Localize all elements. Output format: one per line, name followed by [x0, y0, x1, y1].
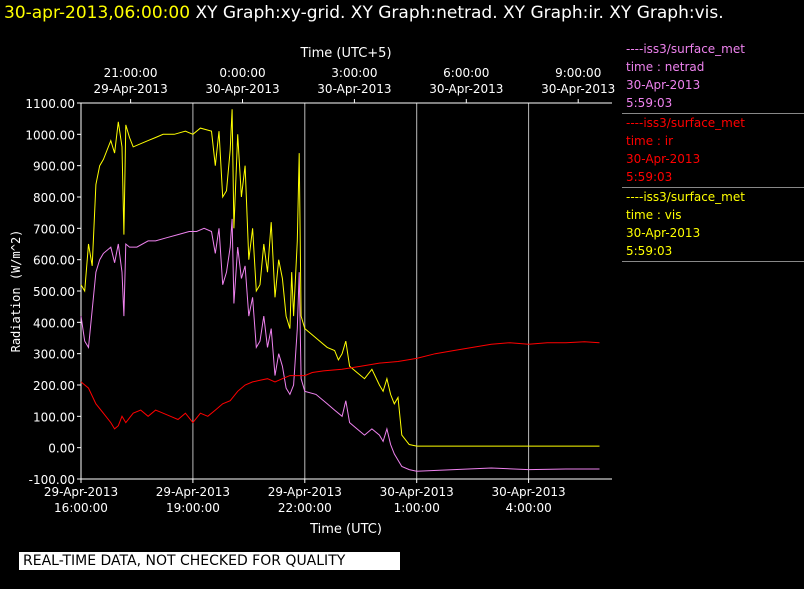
series-line-netrad	[80, 218, 600, 472]
legend: ----iss3/surface_met time : netrad 30-Ap…	[622, 40, 804, 262]
y-tick-label: -100.00	[29, 473, 75, 487]
y-tick-label: 1000.00	[25, 128, 75, 142]
legend-time: 5:59:03	[626, 244, 673, 258]
y-tick-label: 400.00	[33, 316, 75, 330]
x-tick-date: 29-Apr-2013	[156, 485, 230, 499]
top-tick-date: 29-Apr-2013	[94, 82, 168, 96]
y-tick-label: 600.00	[33, 254, 75, 268]
legend-netrad: ----iss3/surface_met time : netrad 30-Ap…	[622, 40, 804, 114]
legend-date: 30-Apr-2013	[626, 152, 701, 166]
y-tick-label: 900.00	[33, 160, 75, 174]
legend-field: time : vis	[626, 208, 682, 222]
header: 30-apr-2013,06:00:00 XY Graph:xy-grid. X…	[4, 1, 724, 25]
x-tick-time: 4:00:00	[505, 501, 551, 515]
legend-field: time : ir	[626, 134, 674, 148]
quality-disclaimer-banner: REAL-TIME DATA, NOT CHECKED FOR QUALITY	[19, 552, 400, 570]
x-tick-time: 19:00:00	[166, 501, 220, 515]
series-line-vis	[80, 109, 600, 447]
legend-vis: ----iss3/surface_met time : vis 30-Apr-2…	[622, 188, 804, 262]
y-tick-label: 700.00	[33, 222, 75, 236]
y-tick-label: 300.00	[33, 348, 75, 362]
top-tick-date: 30-Apr-2013	[317, 82, 391, 96]
top-tick-time: 9:00:00	[555, 66, 601, 80]
legend-source: ----iss3/surface_met	[626, 190, 745, 204]
x-tick-time: 16:00:00	[54, 501, 108, 515]
legend-source: ----iss3/surface_met	[626, 116, 745, 130]
top-axis-title: Time (UTC+5)	[299, 46, 391, 61]
top-tick-time: 6:00:00	[443, 66, 489, 80]
top-tick-time: 21:00:00	[104, 66, 158, 80]
legend-date: 30-Apr-2013	[626, 78, 701, 92]
x-tick-date: 30-Apr-2013	[491, 485, 565, 499]
top-tick-date: 30-Apr-2013	[429, 82, 503, 96]
legend-ir: ----iss3/surface_met time : ir 30-Apr-20…	[622, 114, 804, 188]
x-axis-title: Time (UTC)	[309, 522, 382, 537]
y-tick-label: 1100.00	[25, 97, 75, 111]
legend-field: time : netrad	[626, 60, 705, 74]
x-tick-date: 29-Apr-2013	[268, 485, 342, 499]
x-tick-time: 22:00:00	[278, 501, 332, 515]
x-tick-date: 29-Apr-2013	[44, 485, 118, 499]
top-tick-time: 0:00:00	[219, 66, 265, 80]
header-timestamp: 30-apr-2013,06:00:00	[4, 3, 191, 23]
y-tick-label: 100.00	[33, 410, 75, 424]
header-graph-titles: XY Graph:xy-grid. XY Graph:netrad. XY Gr…	[195, 3, 724, 23]
y-tick-label: 500.00	[33, 285, 75, 299]
y-tick-label: 0.00	[48, 442, 75, 456]
legend-source: ----iss3/surface_met	[626, 42, 745, 56]
top-tick-date: 30-Apr-2013	[205, 82, 279, 96]
legend-time: 5:59:03	[626, 170, 673, 184]
top-tick-date: 30-Apr-2013	[541, 82, 615, 96]
series-line-ir	[80, 341, 600, 430]
legend-date: 30-Apr-2013	[626, 226, 701, 240]
y-axis-title: Radiation (W/m^2)	[9, 230, 23, 353]
y-tick-label: 200.00	[33, 379, 75, 393]
top-tick-time: 3:00:00	[331, 66, 377, 80]
x-tick-time: 1:00:00	[394, 501, 440, 515]
x-tick-date: 30-Apr-2013	[380, 485, 454, 499]
legend-time: 5:59:03	[626, 96, 673, 110]
y-tick-label: 800.00	[33, 191, 75, 205]
